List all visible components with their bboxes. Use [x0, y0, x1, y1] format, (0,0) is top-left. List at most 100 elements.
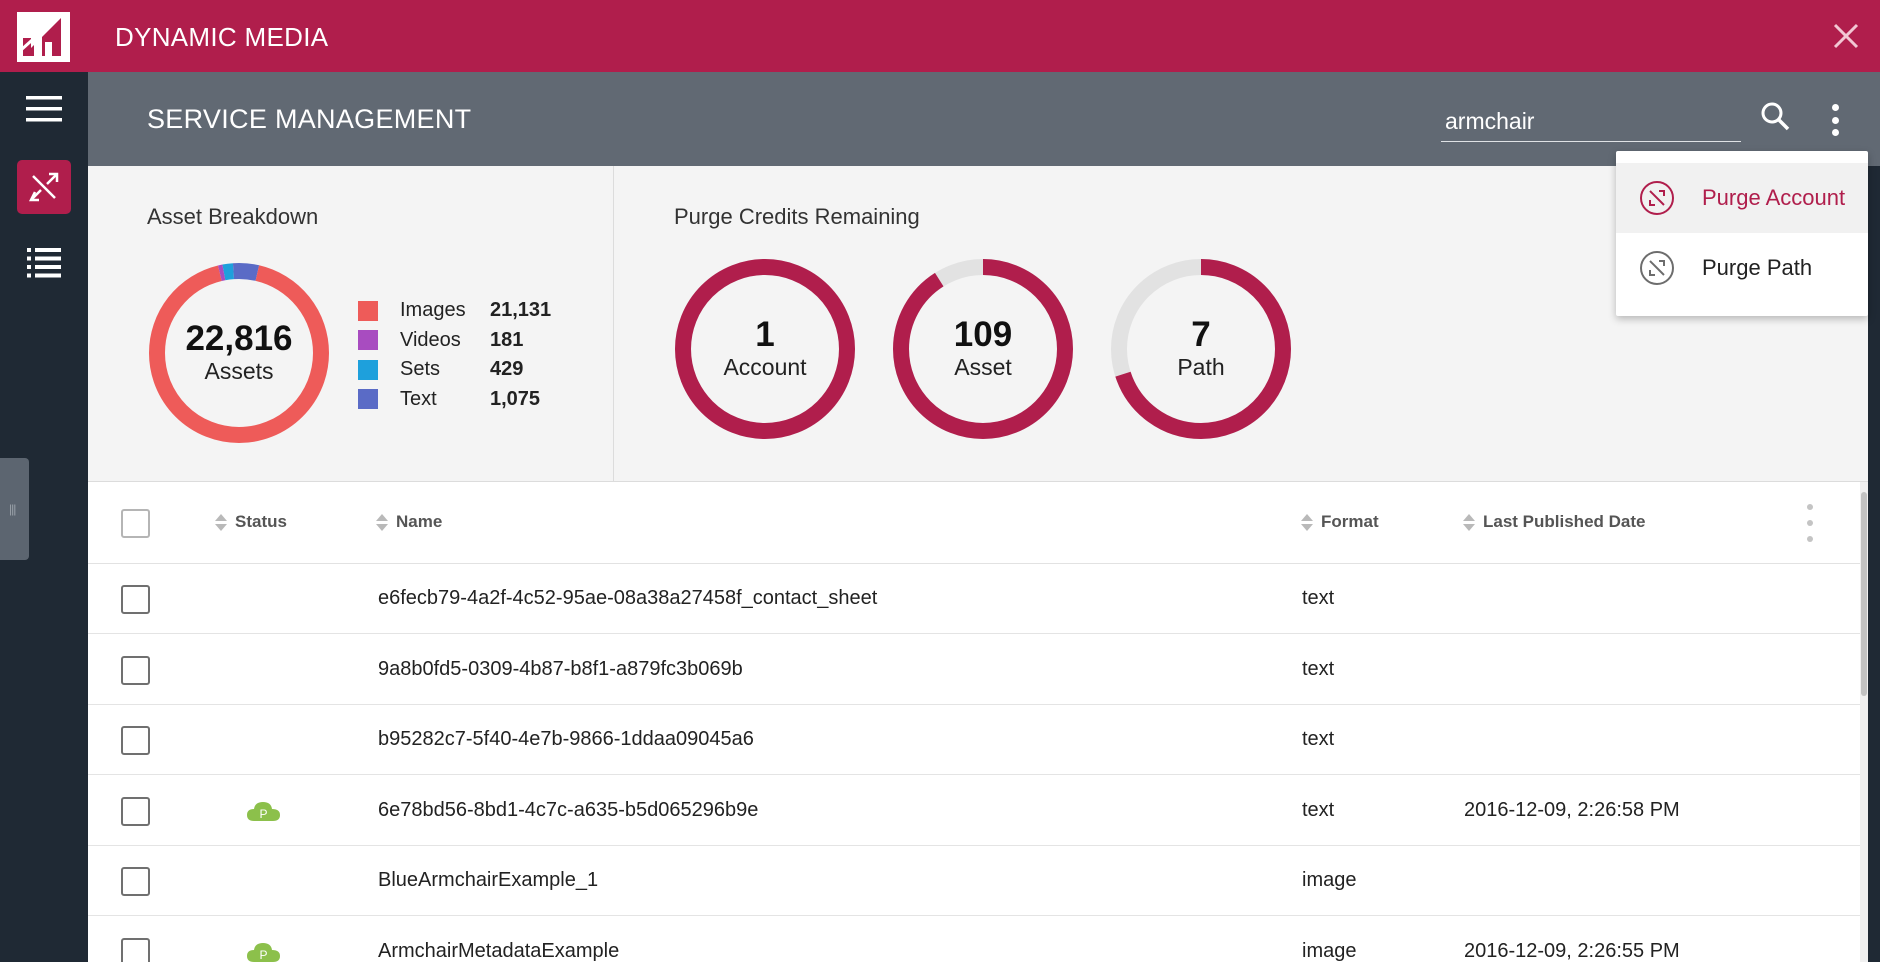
asset-total: 22,816 Assets: [148, 262, 330, 444]
table-row[interactable]: b95282c7-5f40-4e7b-9866-1ddaa09045a6 tex…: [88, 705, 1860, 775]
legend-label: Videos: [400, 328, 461, 351]
legend-label: Images: [400, 299, 466, 322]
page-header: SERVICE MANAGEMENT: [88, 72, 1880, 166]
row-name: e6fecb79-4a2f-4c52-95ae-08a38a27458f_con…: [378, 587, 878, 609]
asset-breakdown-donut: [149, 263, 329, 443]
sort-icon: [215, 513, 227, 531]
table-row[interactable]: 9a8b0fd5-0309-4b87-b8f1-a879fc3b069b tex…: [88, 634, 1860, 705]
hamburger-icon: [26, 96, 62, 122]
row-format: text: [1302, 587, 1335, 609]
gauge-label: Asset: [954, 353, 1012, 380]
purge-asset-credits: 109 Asset: [892, 258, 1074, 440]
scrollbar-thumb[interactable]: [1861, 492, 1867, 696]
close-icon[interactable]: [1830, 20, 1862, 52]
purge-arrows-icon: [28, 172, 59, 202]
donut-slice-images: [149, 263, 329, 443]
table-header: Status Name Format Last Published Date: [88, 482, 1860, 564]
table-row[interactable]: BlueArmchairExample_1 image: [88, 846, 1860, 916]
published-cloud-icon: P: [247, 801, 280, 821]
asset-total-label: Assets: [204, 357, 274, 384]
purge-icon: [1640, 251, 1674, 285]
row-date: 2016-12-09, 2:26:55 PM: [1464, 939, 1680, 962]
legend-label: Text: [400, 387, 437, 410]
row-format: text: [1302, 728, 1335, 750]
table-row[interactable]: P 6e78bd56-8bd1-4c7c-a635-b5d065296b9e t…: [88, 775, 1860, 846]
menu-item-label: Purge Account: [1702, 185, 1846, 210]
row-name: 6e78bd56-8bd1-4c7c-a635-b5d065296b9e: [378, 798, 759, 821]
rail-list-button[interactable]: [17, 236, 71, 290]
legend-item-images: Images 21,131: [358, 296, 551, 326]
row-checkbox[interactable]: [121, 867, 150, 896]
select-all-checkbox[interactable]: [121, 509, 150, 538]
legend-swatch: [358, 359, 378, 380]
gauge-fill: [893, 259, 1073, 439]
page-title: SERVICE MANAGEMENT: [147, 104, 472, 134]
search-input[interactable]: [1441, 96, 1741, 142]
row-checkbox[interactable]: [121, 726, 150, 755]
purge-asset-gauge: [893, 259, 1073, 439]
table-row[interactable]: e6fecb79-4a2f-4c52-95ae-08a38a27458f_con…: [88, 564, 1860, 634]
gauge-value: 109: [953, 315, 1013, 355]
gauge-fill: [675, 259, 855, 439]
legend-swatch: [358, 389, 378, 410]
menu-item-purge-account[interactable]: Purge Account: [1616, 163, 1868, 233]
gauge-label: Path: [1177, 353, 1225, 380]
legend-item-videos: Videos 181: [358, 326, 551, 356]
asset-legend: Images 21,131 Videos 181 Sets 429 Text 1…: [358, 296, 551, 414]
list-icon: [27, 248, 61, 278]
more-options-button[interactable]: [1825, 98, 1845, 142]
row-format: text: [1302, 798, 1335, 821]
donut-slice-text: [149, 263, 329, 443]
gauge-value: 1: [755, 315, 775, 355]
legend-value: 21,131: [490, 299, 552, 322]
column-header-name[interactable]: Name: [376, 512, 442, 532]
search-icon[interactable]: [1756, 98, 1796, 138]
table-row[interactable]: P ArmchairMetadataExample image 2016-12-…: [88, 916, 1860, 962]
row-format: image: [1302, 939, 1357, 962]
rail-service-management-button[interactable]: [17, 160, 71, 214]
column-header-format[interactable]: Format: [1301, 512, 1379, 532]
row-name: ArmchairMetadataExample: [378, 939, 620, 962]
hamburger-menu-button[interactable]: [17, 82, 71, 136]
asset-breakdown-title: Asset Breakdown: [147, 204, 319, 229]
row-name: BlueArmchairExample_1: [378, 869, 599, 891]
panel-divider: [613, 166, 614, 482]
row-checkbox[interactable]: [121, 655, 150, 685]
sort-icon: [376, 513, 388, 531]
published-badge-letter: P: [259, 807, 267, 821]
legend-label: Sets: [400, 358, 441, 381]
gauge-value: 7: [1191, 315, 1211, 355]
menu-item-purge-path[interactable]: Purge Path: [1616, 233, 1868, 303]
menu-item-label: Purge Path: [1702, 255, 1813, 280]
app-top-bar: DYNAMIC MEDIA: [0, 0, 1880, 72]
column-header-status[interactable]: Status: [215, 512, 287, 532]
purge-path-credits: 7 Path: [1110, 258, 1292, 440]
row-checkbox[interactable]: [121, 796, 150, 826]
purge-icon: [1640, 181, 1674, 215]
left-rail: |||: [0, 72, 88, 962]
column-header-last-published[interactable]: Last Published Date: [1463, 512, 1645, 532]
asset-total-value: 22,816: [185, 319, 293, 359]
row-format: text: [1302, 657, 1335, 680]
legend-item-text: Text 1,075: [358, 385, 551, 415]
published-badge-letter: P: [259, 948, 267, 962]
legend-swatch: [358, 330, 378, 351]
column-options-icon[interactable]: [1805, 504, 1815, 542]
table-scrollbar[interactable]: [1860, 482, 1868, 962]
row-checkbox[interactable]: [121, 937, 150, 962]
sort-icon: [1301, 513, 1313, 531]
dynamic-media-logo-icon: [17, 12, 70, 62]
rail-resize-handle[interactable]: |||: [0, 458, 29, 560]
row-name: 9a8b0fd5-0309-4b87-b8f1-a879fc3b069b: [378, 657, 743, 680]
row-date: 2016-12-09, 2:26:58 PM: [1464, 798, 1680, 821]
row-format: image: [1302, 869, 1357, 891]
purge-credits-title: Purge Credits Remaining: [674, 204, 920, 229]
legend-value: 181: [490, 328, 524, 351]
published-cloud-icon: P: [247, 942, 280, 962]
more-options-menu: Purge Account Purge Path: [1616, 151, 1868, 316]
legend-swatch: [358, 300, 378, 321]
legend-value: 429: [490, 358, 524, 381]
row-checkbox[interactable]: [121, 585, 150, 614]
legend-item-sets: Sets 429: [358, 355, 551, 385]
purge-path-gauge: [1111, 259, 1291, 439]
